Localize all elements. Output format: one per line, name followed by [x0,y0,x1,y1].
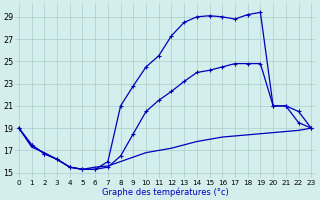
X-axis label: Graphe des températures (°c): Graphe des températures (°c) [102,187,228,197]
